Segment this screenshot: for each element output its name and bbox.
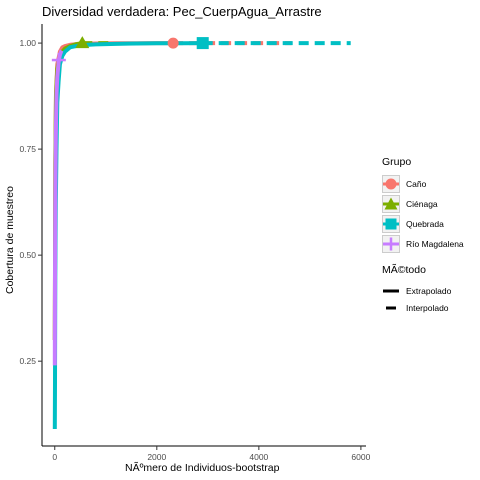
series-point-ci-naga (75, 36, 90, 49)
legend-label-interpolado: Interpolado (406, 302, 449, 313)
y-tick-label: 0.50 (19, 250, 36, 260)
x-tick-label: 2000 (147, 452, 166, 462)
legend-item: Interpolado (382, 299, 451, 316)
series-point-ca-o (167, 37, 179, 49)
series-line-quebrada (52, 41, 203, 430)
x-tick-label: 0 (52, 452, 57, 462)
legend-methods-title: MÃ©todo (382, 264, 426, 276)
y-axis-label: Cobertura de muestreo (4, 186, 16, 294)
legend-key-rio-magdalena (382, 235, 400, 253)
y-tick-label: 0.75 (19, 144, 36, 154)
legend-item: Río Magdalena (382, 234, 464, 254)
y-tick-label: 1.00 (19, 38, 36, 48)
legend-label-rio-magdalena: Río Magdalena (406, 239, 464, 249)
legend-label-cano: Caño (406, 179, 427, 189)
legend-methods: MÃ©todo Extrapolado Interpolado (382, 264, 451, 316)
legend-key-extrapolado (383, 289, 399, 292)
legend-item: Extrapolado (382, 282, 451, 299)
x-tick-label: 4000 (249, 452, 268, 462)
legend-item: Caño (382, 174, 464, 194)
legend-key-cienaga (382, 195, 400, 213)
legend-groups-title: Grupo (382, 156, 412, 168)
legend-label-extrapolado: Extrapolado (406, 285, 452, 296)
legend-key-cano (382, 175, 400, 193)
legend-groups: Grupo Caño Ciénaga Quebrada Río Magdale (382, 156, 464, 254)
legend-item: Quebrada (382, 214, 464, 234)
x-tick-label: 6000 (351, 452, 370, 462)
series-point-quebrada (196, 37, 209, 50)
legend-item: Ciénaga (382, 194, 464, 214)
x-axis-label: NÃºmero de Individuos-bootstrap (125, 462, 280, 474)
legend-key-quebrada (382, 215, 400, 233)
legend-key-interpolado (386, 306, 396, 309)
series-line-r-o-magdalena (52, 59, 61, 366)
chart-title: Diversidad verdadera: Pec_CuerpAgua_Arra… (42, 4, 322, 19)
legend-label-cienaga: Ciénaga (406, 199, 438, 209)
series-line-ca-o (52, 41, 174, 341)
y-tick-label: 0.25 (19, 356, 36, 366)
legend-label-quebrada: Quebrada (406, 219, 444, 229)
